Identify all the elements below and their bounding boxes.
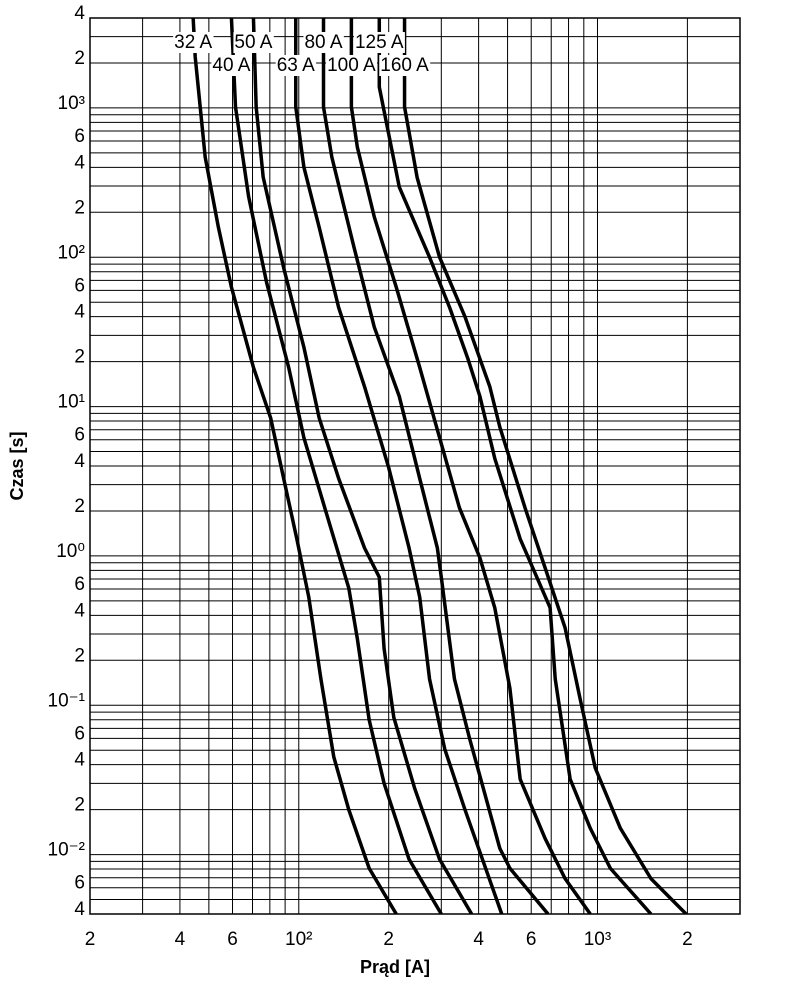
y-tick-label: 4 (74, 302, 85, 323)
legend-label: 32 A (174, 32, 212, 53)
fuse-curve (402, 18, 688, 914)
y-tick-label: 6 (74, 275, 85, 296)
y-tick-label: 6 (74, 126, 85, 147)
x-tick-label: 4 (473, 929, 484, 950)
legend-label-bg (275, 55, 317, 77)
y-tick-label: 4 (74, 152, 85, 173)
fuse-curve (251, 18, 474, 914)
legend-label-bg (233, 32, 274, 54)
x-tick-label: 10³ (584, 929, 611, 950)
legend-label: 80 A (304, 32, 342, 53)
y-tick-label: 6 (74, 574, 85, 595)
legend-label: 63 A (277, 55, 315, 76)
fuse-curve (191, 18, 398, 914)
x-tick-label: 4 (175, 929, 186, 950)
fuse-curve (349, 18, 592, 914)
y-tick-label: 4 (74, 899, 85, 920)
legend-label: 100 A (327, 55, 376, 76)
fuse-curve (321, 18, 550, 914)
x-tick-label: 2 (85, 929, 96, 950)
y-tick-label: 6 (74, 723, 85, 744)
y-tick-label: 2 (74, 197, 85, 218)
labels: 2 4 6 10² 2 4 6 10³ 24210³64210²64210¹64210⁰6421… (48, 3, 693, 950)
legend-label: 40 A (212, 55, 250, 76)
legend-label-bg (353, 32, 405, 54)
y-tick-label: 6 (74, 873, 85, 894)
legend-label-bg (379, 55, 431, 77)
y-tick-label: 2 (74, 347, 85, 368)
x-tick-label: 6 (227, 929, 238, 950)
y-tick-label: 10⁻¹ (48, 690, 86, 711)
legend-label-bg (173, 32, 214, 54)
y-tick-label: 10¹ (58, 392, 85, 413)
y-tick-label: 4 (74, 451, 85, 472)
y-tick-label: 10³ (58, 93, 85, 114)
fuse-curve (229, 18, 443, 914)
y-tick-label: 4 (74, 750, 85, 771)
y-tick-label: 10² (58, 242, 85, 263)
legend-label-bg (326, 55, 378, 77)
x-tick-label: 2 (682, 929, 693, 950)
fuse-curve (377, 18, 653, 914)
y-tick-label: 4 (74, 600, 85, 621)
legend-label: 160 A (380, 55, 429, 76)
curves (191, 18, 688, 914)
fuse-curve (294, 18, 504, 914)
y-tick-label: 10⁰ (56, 541, 85, 562)
legend-label: 50 A (234, 32, 272, 53)
y-tick-label: 6 (74, 425, 85, 446)
x-axis-title: Prąd [A] (360, 957, 430, 977)
x-tick-label: 6 (526, 929, 537, 950)
x-tick-label: 10² (285, 929, 312, 950)
y-axis-title: Czas [s] (7, 431, 27, 500)
legend-label: 125 A (355, 32, 404, 53)
legend-label-bg (211, 55, 252, 77)
y-tick-label: 2 (74, 645, 85, 666)
x-tick-label: 2 (383, 929, 394, 950)
legend-label-bg (303, 32, 344, 54)
y-tick-label: 10⁻² (48, 840, 86, 861)
plot-frame (89, 17, 741, 915)
y-tick-label: 2 (74, 795, 85, 816)
y-tick-label: 2 (74, 48, 85, 69)
y-tick-label: 4 (74, 3, 85, 24)
grid (89, 17, 740, 915)
y-tick-label: 2 (74, 496, 85, 517)
